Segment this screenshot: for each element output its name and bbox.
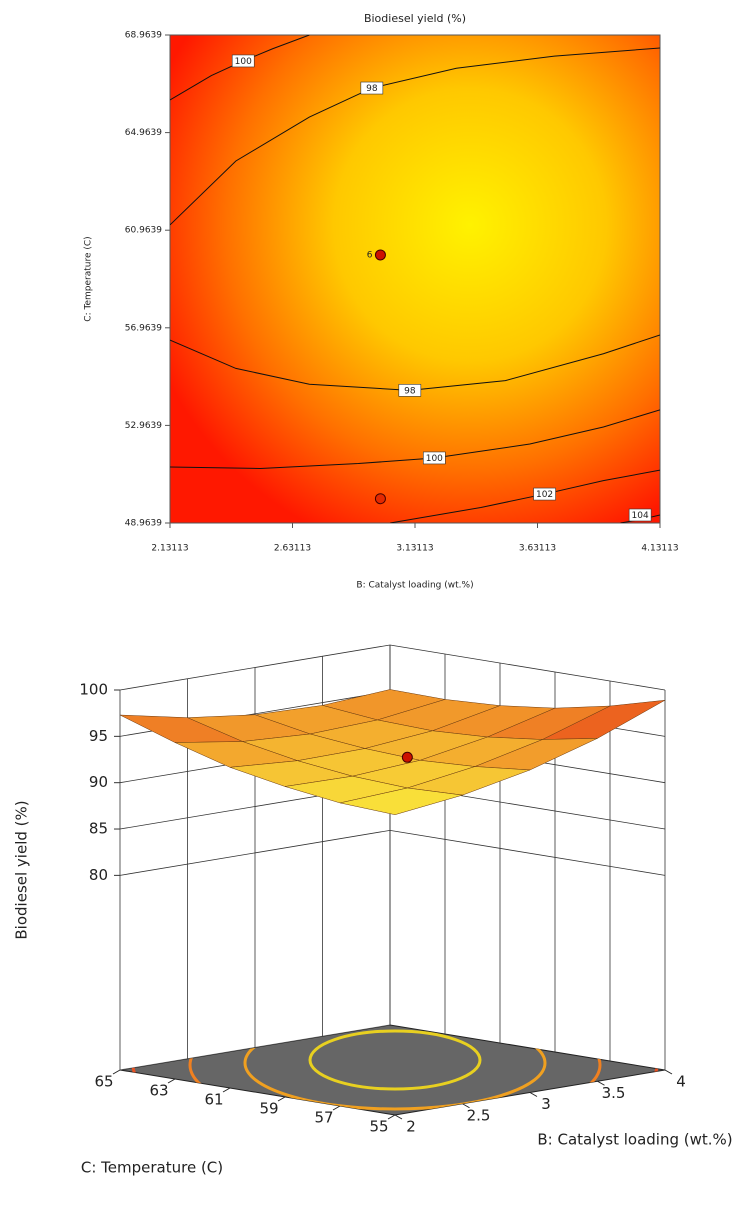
- x-tick-label: 3.5: [602, 1084, 626, 1102]
- y-tick: [278, 1097, 285, 1101]
- x-tick-label: 2.13113: [151, 544, 188, 554]
- y-tick-label: 63: [149, 1082, 168, 1100]
- y-tick-label: 68.9639: [125, 31, 162, 41]
- y-tick: [333, 1106, 340, 1110]
- point-label: 6: [367, 250, 373, 260]
- contour-label: 98: [366, 84, 378, 94]
- y-tick-label: 57: [314, 1109, 333, 1127]
- contour-label: 100: [235, 57, 252, 67]
- y-tick: [168, 1079, 175, 1083]
- y-tick-label: 60.9639: [125, 226, 162, 236]
- z-tick-label: 100: [79, 681, 108, 699]
- design-point: [375, 250, 385, 260]
- y-tick-label: 56.9639: [125, 323, 162, 333]
- x-tick-label: 3.13113: [396, 544, 433, 554]
- x-axis-label: B: Catalyst loading (wt.%): [356, 581, 473, 591]
- x-tick-label: 4.13113: [641, 544, 678, 554]
- design-point: [375, 494, 385, 504]
- z-tick-label: 80: [89, 866, 108, 884]
- z-tick-label: 90: [89, 773, 108, 791]
- contour-label: 104: [632, 511, 649, 521]
- y-tick-label: 61: [204, 1091, 223, 1109]
- y-tick-label: 64.9639: [125, 128, 162, 138]
- y-tick-label: 55: [369, 1118, 388, 1136]
- y-tick-label: 52.9639: [125, 421, 162, 431]
- y-tick-label: 65: [94, 1073, 113, 1091]
- design-point: [402, 752, 412, 762]
- chart-title: Biodiesel yield (%): [364, 12, 466, 25]
- contour-field: [170, 35, 660, 523]
- x-tick-label: 3.63113: [519, 544, 556, 554]
- z-axis-label: Biodiesel yield (%): [13, 800, 31, 939]
- figure: Biodiesel yield (%) B: Catalyst loading (…: [0, 0, 745, 1230]
- x-tick: [665, 1070, 672, 1074]
- x-tick: [530, 1093, 537, 1097]
- y-tick-label: 48.9639: [125, 519, 162, 529]
- z-tick-label: 95: [89, 727, 108, 745]
- x-tick-label: 2.63113: [274, 544, 311, 554]
- x-tick-label: 2.5: [467, 1106, 491, 1124]
- z-tick-label: 85: [89, 820, 108, 838]
- x-axis-label: B: Catalyst loading (wt.%): [537, 1131, 732, 1149]
- x-tick: [395, 1115, 402, 1119]
- y-axis-label: C: Temperature (C): [84, 236, 94, 321]
- contour-label: 100: [426, 454, 443, 464]
- y-axis-label: C: Temperature (C): [81, 1159, 223, 1177]
- x-tick-label: 4: [676, 1073, 686, 1091]
- y-tick-label: 59: [259, 1100, 278, 1118]
- y-tick: [223, 1088, 230, 1092]
- contour-label: 98: [404, 386, 416, 396]
- contour-label: 102: [536, 490, 553, 500]
- y-tick: [388, 1115, 395, 1119]
- y-tick: [113, 1070, 120, 1074]
- x-tick-label: 2: [406, 1118, 416, 1136]
- x-tick-label: 3: [541, 1095, 551, 1113]
